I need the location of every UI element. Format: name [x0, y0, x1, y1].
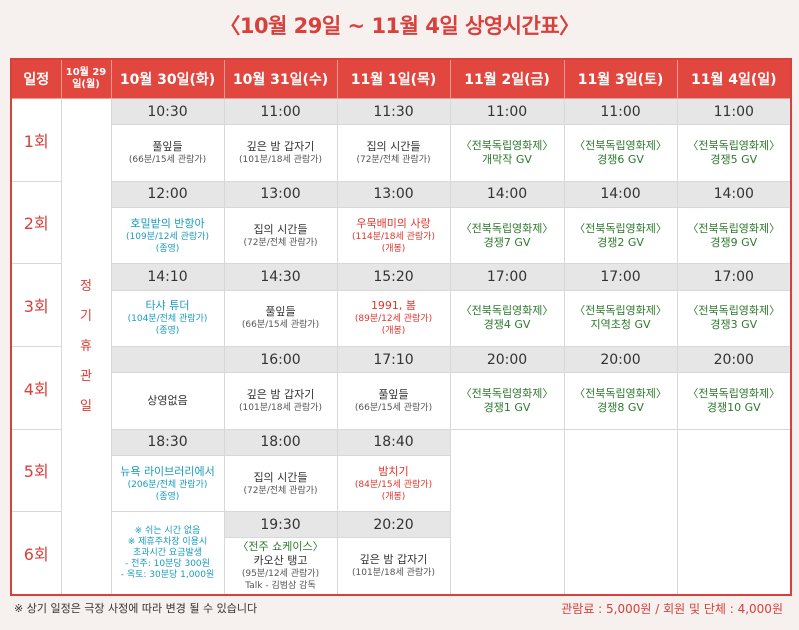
empty-cell: [676, 428, 792, 596]
header-day-nov3: 11월 3일(토): [563, 58, 678, 99]
festival-cell: 〈전북독립영화제〉 경쟁8 GV: [563, 372, 678, 430]
showtime: 17:10: [336, 345, 451, 374]
schedule-notice: ※ 상기 일정은 극장 사정에 따라 변경 될 수 있습니다: [14, 602, 258, 615]
showtime: [110, 345, 225, 374]
showtime: 16:00: [223, 345, 338, 374]
header-day-nov2: 11월 2일(금): [449, 58, 565, 99]
showtime: 11:00: [449, 97, 565, 126]
festival-cell: 〈전북독립영화제〉 지역초청 GV: [563, 289, 678, 347]
movie-cell: 풀잎들 (66분/15세 관람가): [223, 289, 338, 347]
closed-day-text: 정 기 휴 관 일: [80, 278, 92, 414]
showtime: 20:00: [449, 345, 565, 374]
notes-cell: ※ 쉬는 시간 없음 ※ 제휴주차장 이용시 초과시간 요금발생 - 전주: 1…: [110, 511, 225, 596]
movie-cell: 밤치기 (84분/15세 관람가) (개봉): [336, 454, 451, 513]
movie-cell: 깊은 밤 갑자기 (101분/18세 관람가): [336, 537, 451, 596]
showtime: 11:00: [563, 97, 678, 126]
movie-cell: 깊은 밤 갑자기 (101분/18세 관람가): [223, 124, 338, 182]
showtime: 14:10: [110, 263, 225, 291]
showtime: 14:30: [223, 263, 338, 291]
closed-day-cell: 정 기 휴 관 일: [60, 98, 112, 596]
showtime: 12:00: [110, 180, 225, 208]
movie-cell: 집의 시간들 (72분/전체 관람가): [223, 206, 338, 265]
movie-cell: 〈전주 쇼케이스〉 카오산 탱고 (95분/12세 관람가) Talk - 김범…: [223, 537, 338, 596]
header-day-nov1: 11월 1일(목): [336, 58, 451, 99]
movie-cell: 풀잎들 (66분/15세 관람가): [110, 124, 225, 182]
parking-notes: ※ 쉬는 시간 없음 ※ 제휴주차장 이용시 초과시간 요금발생 - 전주: 1…: [120, 525, 215, 580]
festival-cell: 〈전북독립영화제〉 경쟁3 GV: [676, 289, 792, 347]
round-label: 1회: [10, 98, 62, 182]
showtime: 13:00: [336, 180, 451, 208]
empty-cell: [449, 428, 565, 596]
empty-cell: [563, 428, 678, 596]
round-label: 6회: [10, 511, 62, 596]
showtime: 14:00: [449, 180, 565, 208]
festival-cell: 〈전북독립영화제〉 경쟁5 GV: [676, 124, 792, 182]
showtime: 20:00: [676, 345, 792, 374]
festival-cell: 〈전북독립영화제〉 경쟁1 GV: [449, 372, 565, 430]
showtime: 13:00: [223, 180, 338, 208]
header-day-oct31: 10월 31일(수): [223, 58, 338, 99]
movie-cell: 깊은 밤 갑자기 (101분/18세 관람가): [223, 372, 338, 430]
showtime: 20:20: [336, 511, 451, 539]
showtime: 11:00: [223, 97, 338, 126]
festival-cell: 〈전북독립영화제〉 경쟁10 GV: [676, 372, 792, 430]
round-label: 5회: [10, 428, 62, 513]
page-title: 〈10월 29일 ~ 11월 4일 상영시간표〉: [219, 14, 580, 38]
showtime: 17:00: [449, 263, 565, 291]
festival-cell: 〈전북독립영화제〉 경쟁6 GV: [563, 124, 678, 182]
movie-cell: 뉴욕 라이브러리에서 (206분/전체 관람가) (종영): [110, 454, 225, 513]
no-screening-cell: 상영없음: [110, 372, 225, 430]
header-schedule: 일정: [10, 58, 62, 99]
round-label: 3회: [10, 263, 62, 347]
movie-cell: 집의 시간들 (72분/전체 관람가): [223, 454, 338, 513]
festival-cell: 〈전북독립영화제〉 경쟁2 GV: [563, 206, 678, 265]
movie-cell: 풀잎들 (66분/15세 관람가): [336, 372, 451, 430]
movie-cell: 우묵배미의 사랑 (114분/18세 관람가) (개봉): [336, 206, 451, 265]
header-day-oct30: 10월 30일(화): [110, 58, 225, 99]
movie-cell: 타샤 튜더 (104분/전체 관람가) (종영): [110, 289, 225, 347]
movie-cell: 1991, 봄 (89분/12세 관람가) (개봉): [336, 289, 451, 347]
festival-cell: 〈전북독립영화제〉 경쟁7 GV: [449, 206, 565, 265]
movie-cell: 집의 시간들 (72분/전체 관람가): [336, 124, 451, 182]
showtime: 18:30: [110, 428, 225, 456]
ticket-price: 관람료 : 5,000원 / 회원 및 단체 : 4,000원: [561, 602, 783, 616]
showtime: 19:30: [223, 511, 338, 539]
schedule-table: 일정 10월 29일(월) 10월 30일(화) 10월 31일(수) 11월 …: [10, 58, 792, 596]
showtime: 11:30: [336, 97, 451, 126]
round-label: 2회: [10, 180, 62, 265]
festival-cell: 〈전북독립영화제〉 개막작 GV: [449, 124, 565, 182]
header-day-oct29: 10월 29일(월): [60, 58, 112, 99]
header-day-nov4: 11월 4일(일): [676, 58, 792, 99]
showtime: 18:40: [336, 428, 451, 456]
showtime: 11:00: [676, 97, 792, 126]
showtime: 20:00: [563, 345, 678, 374]
showtime: 18:00: [223, 428, 338, 456]
showtime: 17:00: [676, 263, 792, 291]
festival-cell: 〈전북독립영화제〉 경쟁4 GV: [449, 289, 565, 347]
showtime: 14:00: [563, 180, 678, 208]
showtime: 14:00: [676, 180, 792, 208]
round-label: 4회: [10, 345, 62, 430]
movie-cell: 호밀밭의 반항아 (109분/12세 관람가) (종영): [110, 206, 225, 265]
showtime: 15:20: [336, 263, 451, 291]
showtime: 10:30: [110, 97, 225, 126]
showtime: 17:00: [563, 263, 678, 291]
festival-cell: 〈전북독립영화제〉 경쟁9 GV: [676, 206, 792, 265]
